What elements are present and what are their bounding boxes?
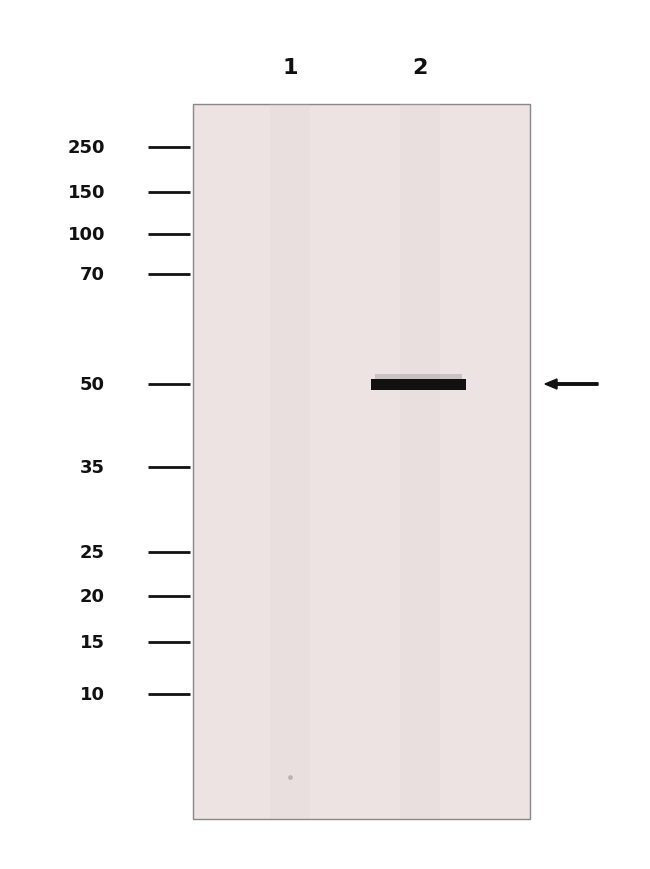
Text: 2: 2 <box>412 58 428 78</box>
Text: 10: 10 <box>80 686 105 703</box>
Text: 1: 1 <box>282 58 298 78</box>
Text: 250: 250 <box>68 139 105 156</box>
Text: 35: 35 <box>80 459 105 476</box>
Bar <box>400 105 440 819</box>
Bar <box>193 105 530 819</box>
Bar <box>270 105 310 819</box>
FancyArrow shape <box>545 380 598 389</box>
Text: 50: 50 <box>80 375 105 394</box>
Bar <box>374 374 462 381</box>
Text: 25: 25 <box>80 543 105 561</box>
Text: 15: 15 <box>80 634 105 651</box>
Text: 70: 70 <box>80 266 105 283</box>
Text: 20: 20 <box>80 587 105 606</box>
Text: 100: 100 <box>68 226 105 243</box>
Text: 150: 150 <box>68 183 105 202</box>
Bar <box>370 379 465 390</box>
